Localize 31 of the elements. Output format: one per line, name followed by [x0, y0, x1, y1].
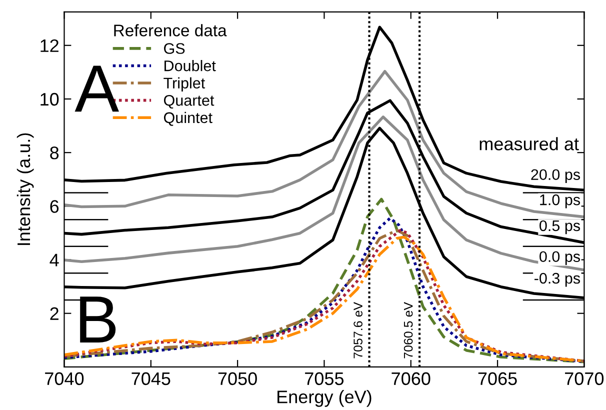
legend-label: Triplet [164, 77, 206, 92]
legend-label: Doublet [164, 60, 216, 72]
legend-label: Quintet [164, 112, 212, 126]
x-tick-label: 7040 [45, 372, 84, 386]
annotation: 0.0 ps [540, 251, 580, 266]
x-axis-title: Energy (eV) [278, 390, 372, 407]
annotation: A [74, 66, 119, 112]
annotation: 20.0 ps [531, 169, 580, 184]
y-tick-label: 12 [40, 39, 58, 52]
x-tick-label: 7060 [392, 372, 430, 386]
x-tick-label: 7045 [132, 372, 170, 386]
x-tick-label: 7055 [305, 372, 344, 386]
annotation: -0.3 ps [534, 272, 580, 287]
y-tick-label: 6 [50, 200, 59, 213]
y-tick-label: 2 [50, 307, 58, 320]
y-tick-label: 4 [50, 254, 59, 266]
y-axis-title: Intensity (a.u.) [16, 133, 34, 245]
legend-label: Quartet [164, 95, 214, 109]
annotation: measured at [480, 137, 579, 150]
y-tick-label: 8 [50, 146, 59, 160]
legend-title: Reference data [114, 24, 227, 36]
annotation: 0.5 ps [540, 220, 580, 234]
x-tick-label: 7070 [565, 372, 604, 386]
ref-line-label: 7060.5 eV [404, 302, 413, 358]
annotation: B [80, 296, 116, 342]
x-tick-label: 7050 [218, 372, 257, 386]
annotation: 1.0 ps [540, 194, 580, 208]
legend-label: GS [164, 43, 185, 54]
y-tick-label: 10 [40, 92, 59, 106]
ref-line-label: 7057.6 eV [354, 302, 362, 358]
x-tick-label: 7065 [478, 372, 517, 386]
